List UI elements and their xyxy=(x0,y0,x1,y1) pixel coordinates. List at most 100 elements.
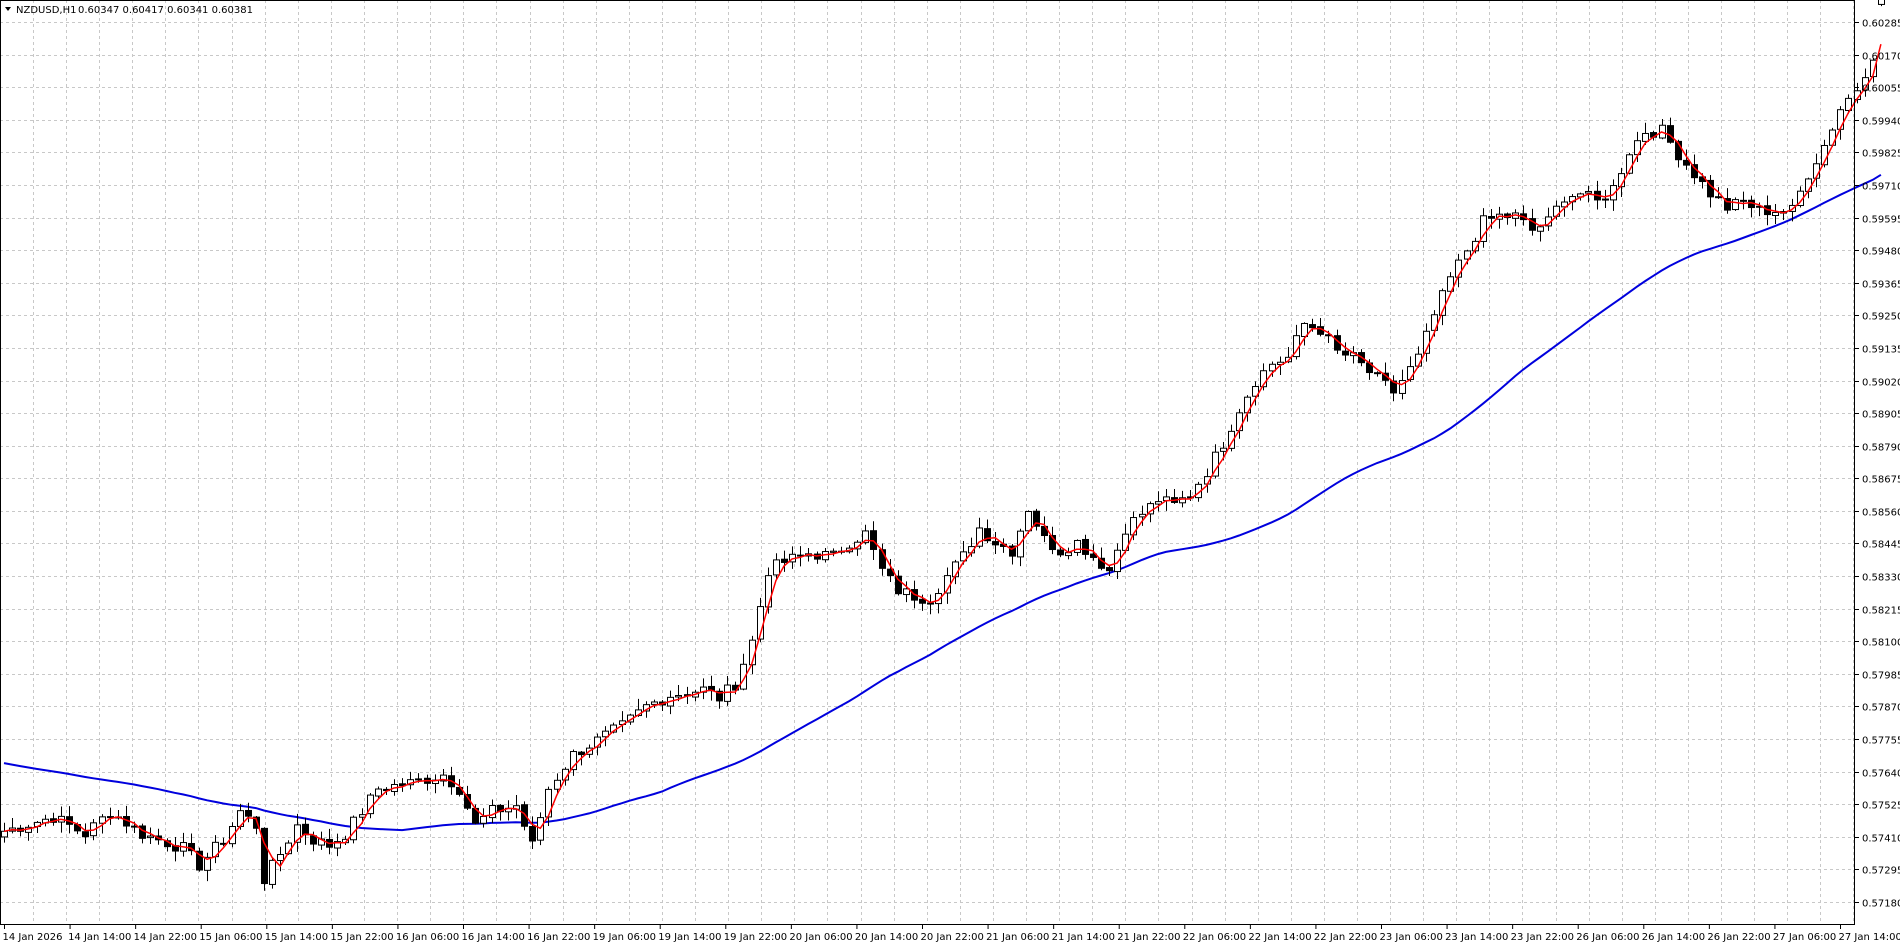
candle xyxy=(82,823,89,844)
candle-body xyxy=(675,695,682,698)
candle xyxy=(1634,131,1641,163)
candle xyxy=(196,847,203,872)
x-tick-label: 20 Jan 14:00 xyxy=(855,932,918,943)
candle xyxy=(1447,272,1454,295)
candle xyxy=(407,771,414,790)
candle xyxy=(1317,318,1324,337)
y-tick-label: 0.58100 xyxy=(1862,638,1900,649)
candle-body xyxy=(294,824,301,843)
candle xyxy=(1512,209,1519,227)
candle-body xyxy=(1878,0,1885,5)
candle xyxy=(489,799,496,824)
candle-body xyxy=(529,826,536,842)
candle xyxy=(984,519,991,544)
candle-body xyxy=(1585,190,1592,194)
candle xyxy=(1301,322,1308,346)
candle-body xyxy=(1025,510,1032,532)
candle-body xyxy=(277,854,284,862)
candle-body xyxy=(1074,539,1081,553)
x-tick-label: 27 Jan 14:00 xyxy=(1839,932,1900,943)
candle-body xyxy=(1269,363,1276,372)
candle-body xyxy=(903,588,910,596)
candle xyxy=(1845,94,1852,114)
y-tick-label: 0.58790 xyxy=(1862,443,1900,454)
y-tick-label: 0.59135 xyxy=(1862,345,1900,356)
candle xyxy=(472,804,479,825)
candle-body xyxy=(1683,159,1690,166)
x-tick-label: 14 Jan 2026 xyxy=(3,932,63,943)
candle xyxy=(50,812,57,826)
candle-body xyxy=(1870,59,1877,78)
candle-body xyxy=(854,541,861,550)
candle xyxy=(480,808,487,828)
time-axis: 14 Jan 2026 14 Jan 14:00 14 Jan 22:00 15 Ja… xyxy=(3,924,1900,943)
candle xyxy=(1017,528,1024,567)
candle-body xyxy=(570,751,577,771)
candle-body xyxy=(935,593,942,605)
candle-body xyxy=(1732,199,1739,211)
candle xyxy=(992,532,999,555)
x-tick-label: 21 Jan 14:00 xyxy=(1052,932,1115,943)
candle xyxy=(1504,212,1511,225)
candle-body xyxy=(1602,198,1609,201)
x-tick-label: 23 Jan 06:00 xyxy=(1380,932,1443,943)
chart-header: NZDUSD,H1 0.60347 0.60417 0.60341 0.6038… xyxy=(5,5,253,16)
candle-body xyxy=(1114,549,1121,573)
candle xyxy=(1106,565,1113,576)
candle xyxy=(1228,424,1235,452)
candle xyxy=(42,814,49,827)
x-tick-label: 22 Jan 14:00 xyxy=(1248,932,1311,943)
candle xyxy=(1772,203,1779,225)
candle-body xyxy=(269,859,276,885)
candle-body xyxy=(334,841,341,849)
y-tick-label: 0.58675 xyxy=(1862,475,1900,486)
candle xyxy=(1171,488,1178,504)
fast-moving-average xyxy=(3,44,1882,868)
candle xyxy=(1130,511,1137,541)
candle-body xyxy=(895,575,902,595)
candle-body xyxy=(521,804,528,827)
candle xyxy=(740,653,747,691)
candle-body xyxy=(375,788,382,797)
x-tick-label: 19 Jan 22:00 xyxy=(724,932,787,943)
candle xyxy=(66,806,73,834)
candle xyxy=(1870,58,1877,83)
candle-body xyxy=(879,549,886,569)
candle xyxy=(245,802,252,823)
candle xyxy=(1260,363,1267,391)
candle-body xyxy=(1464,250,1471,260)
y-tick-label: 0.57755 xyxy=(1862,736,1900,747)
candle-body xyxy=(1772,211,1779,216)
y-tick-label: 0.60285 xyxy=(1862,19,1900,30)
candle xyxy=(180,832,187,857)
candle-body xyxy=(1033,510,1040,527)
candle xyxy=(302,817,309,845)
candle-body xyxy=(1480,215,1487,242)
triangle-down-icon[interactable] xyxy=(5,7,11,11)
candle-body xyxy=(578,751,585,756)
candle-body xyxy=(984,528,991,542)
y-tick-label: 0.59595 xyxy=(1862,215,1900,226)
candle xyxy=(1748,195,1755,218)
candle-body xyxy=(1236,412,1243,432)
candle xyxy=(659,699,666,711)
candle xyxy=(334,833,341,857)
candle xyxy=(188,833,195,856)
y-tick-label: 0.58215 xyxy=(1862,606,1900,617)
candle-body xyxy=(765,575,772,608)
slow-ma-line xyxy=(3,173,1882,832)
y-tick-label: 0.58330 xyxy=(1862,573,1900,584)
candle-body xyxy=(261,827,268,885)
candle xyxy=(692,689,699,702)
candle xyxy=(1683,149,1690,170)
candle-body xyxy=(1252,386,1259,397)
candle xyxy=(1074,539,1081,556)
candlestick-series xyxy=(1,0,1885,891)
candle xyxy=(204,852,211,882)
candle xyxy=(1667,117,1674,144)
x-tick-label: 19 Jan 06:00 xyxy=(593,932,656,943)
y-tick-label: 0.57410 xyxy=(1862,834,1900,845)
y-tick-label: 0.60055 xyxy=(1862,84,1900,95)
x-tick-label: 26 Jan 22:00 xyxy=(1707,932,1770,943)
candle xyxy=(1707,175,1714,208)
